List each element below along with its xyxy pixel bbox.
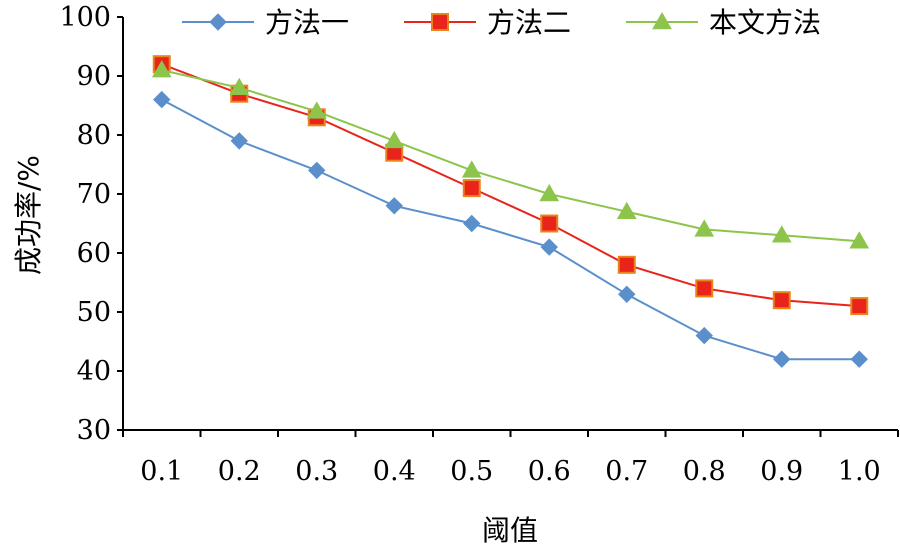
y-tick-label: 100 (59, 2, 111, 33)
series-1-point (463, 214, 481, 233)
x-tick-label: 0.1 (140, 456, 183, 487)
series-3-point (616, 201, 637, 219)
y-tick-label: 50 (77, 297, 111, 328)
y-tick-label: 80 (77, 120, 111, 151)
series-2-point (772, 291, 791, 310)
series-1 (153, 90, 868, 368)
legend-item-1: 方法一 (182, 6, 349, 39)
legend-item-3: 本文方法 (626, 6, 821, 39)
series-3-point (229, 77, 250, 96)
series-1-point (695, 326, 713, 345)
series-3-point (771, 225, 792, 243)
legend: 方法一 方法二 本文方法 (182, 6, 821, 39)
series-2-point (850, 297, 869, 316)
series-1-point (230, 132, 248, 150)
x-tick-label: 0.2 (218, 456, 261, 487)
series-3-line (161, 69, 860, 243)
x-tick-label: 0.7 (605, 456, 648, 487)
series-1-point (850, 350, 868, 368)
series-3-point (849, 231, 870, 249)
series-1-point (540, 238, 558, 256)
series-1-point (773, 350, 791, 368)
series-2-point (540, 214, 559, 233)
series-3-point (539, 183, 560, 202)
y-axis-ticks: 30 40 50 60 70 80 90 100 (59, 2, 123, 446)
x-axis-title: 阈值 (482, 514, 538, 547)
series-1-point (618, 285, 636, 304)
x-tick-label: 0.8 (683, 456, 726, 487)
legend-label: 本文方法 (709, 6, 821, 39)
x-tick-label: 0.3 (295, 456, 338, 487)
legend-marker (431, 13, 449, 31)
y-tick-label: 60 (77, 238, 111, 269)
series-layer (151, 55, 870, 368)
x-tick-label: 0.9 (760, 456, 803, 487)
series-2-line (161, 63, 860, 308)
x-tick-label: 0.5 (450, 456, 493, 487)
series-1-point (153, 90, 171, 109)
series-3-point (461, 160, 482, 178)
legend-marker (652, 11, 672, 30)
series-2-point (462, 179, 481, 198)
legend-item-2: 方法二 (404, 6, 571, 39)
x-axis-ticks: 0.1 0.2 0.3 0.4 0.5 0.6 0.7 0.8 0.9 1.0 (122, 430, 899, 487)
series-3-point (384, 130, 405, 149)
y-tick-label: 40 (77, 356, 111, 387)
series-3-point (151, 60, 172, 78)
series-1-point (385, 197, 403, 215)
y-tick-label: 70 (77, 179, 111, 210)
series-2-point (617, 255, 636, 274)
legend-label: 方法二 (487, 6, 571, 39)
y-tick-label: 90 (77, 61, 111, 92)
series-3 (151, 60, 870, 249)
legend-marker (209, 13, 227, 31)
series-3-point (694, 219, 715, 237)
y-axis-title: 成功率/% (12, 155, 45, 275)
series-1-line (161, 98, 860, 361)
series-2-point (695, 279, 714, 298)
y-tick-label: 30 (77, 415, 111, 446)
legend-label: 方法一 (265, 6, 349, 39)
x-tick-label: 0.6 (528, 456, 571, 487)
series-3-point (306, 101, 327, 119)
x-tick-label: 0.4 (373, 456, 416, 487)
series-1-point (308, 161, 326, 180)
x-tick-label: 1.0 (838, 456, 881, 487)
